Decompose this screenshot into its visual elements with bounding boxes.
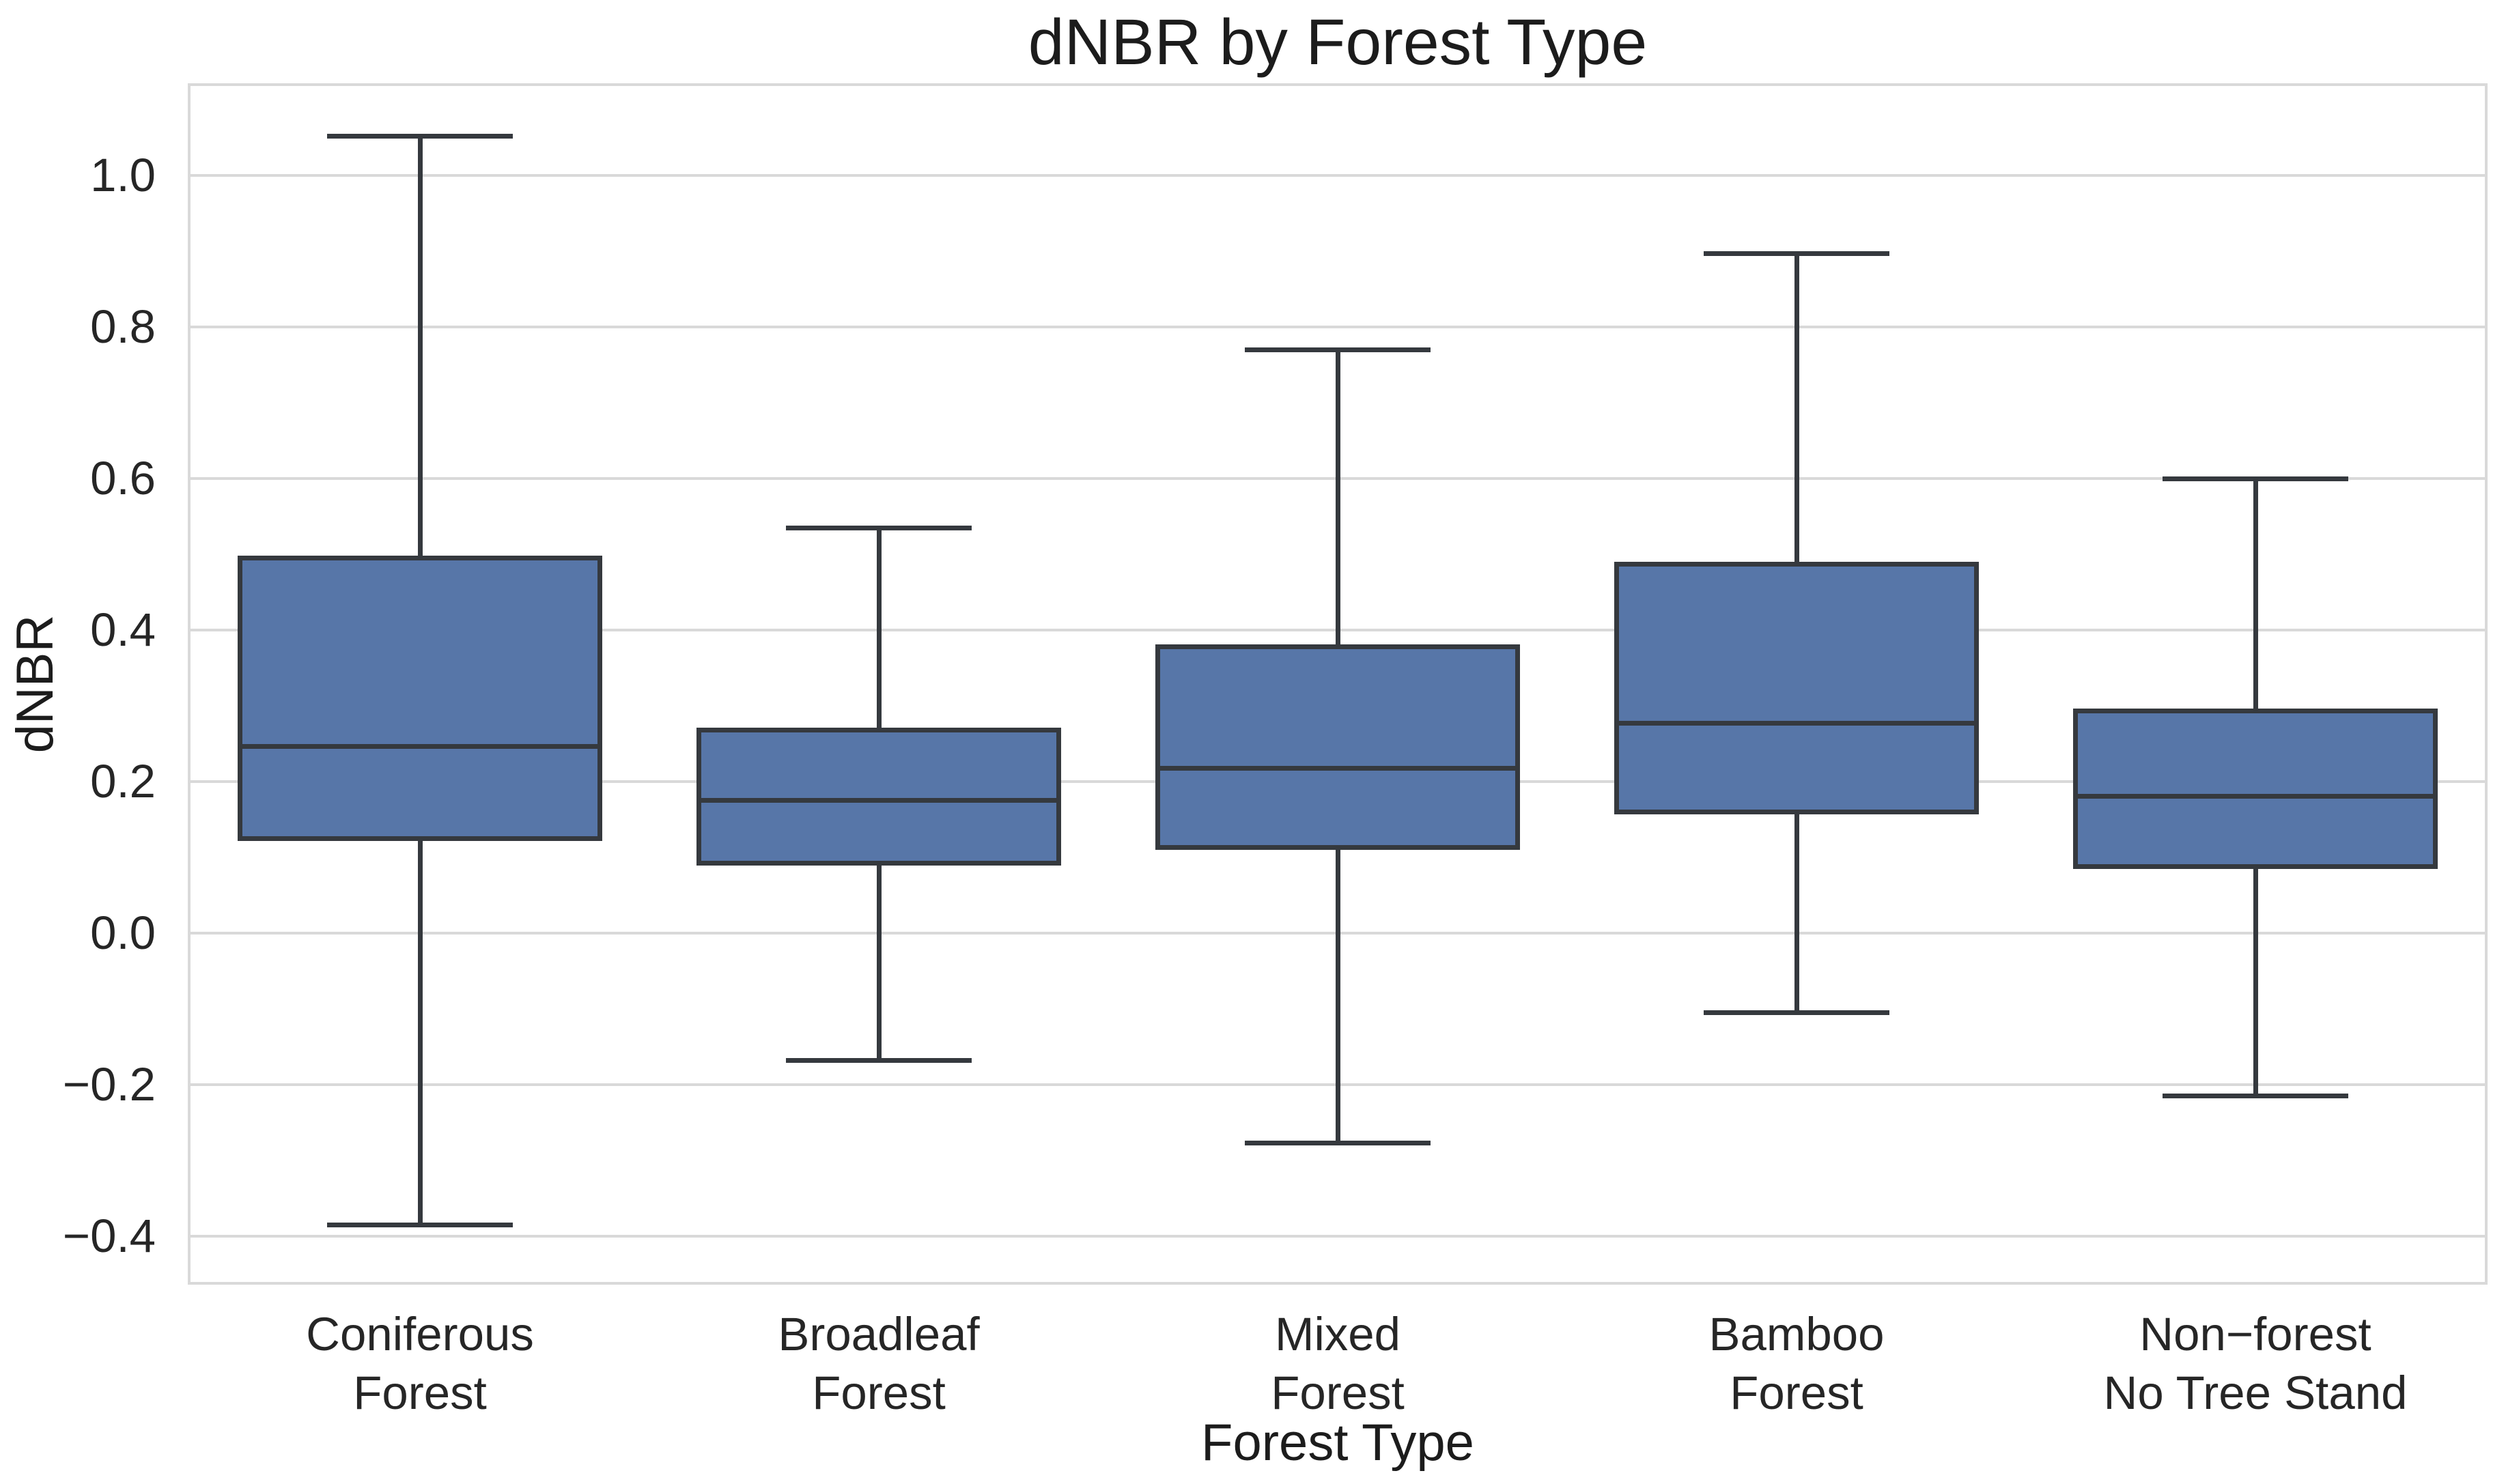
- y-tick-label: 0.2: [90, 755, 156, 808]
- y-tick-label: −0.4: [62, 1210, 156, 1263]
- y-tick-label: 0.6: [90, 452, 156, 505]
- upper-whisker-line: [876, 528, 882, 730]
- lower-whisker-line: [876, 863, 882, 1061]
- upper-whisker-line: [1335, 349, 1340, 647]
- median-line: [701, 798, 1056, 803]
- box: [1614, 562, 1979, 815]
- upper-whisker-cap: [1704, 251, 1889, 256]
- lower-whisker-line: [2253, 866, 2258, 1096]
- x-tick-label: Mixed Forest: [1271, 1308, 1405, 1419]
- lower-whisker-cap: [2163, 1094, 2348, 1099]
- box: [696, 728, 1061, 866]
- upper-whisker-cap: [327, 133, 513, 139]
- x-tick-label: Bamboo Forest: [1708, 1308, 1885, 1419]
- y-tick-label: 0.8: [90, 300, 156, 354]
- median-line: [1160, 765, 1515, 771]
- lower-whisker-cap: [1704, 1010, 1889, 1016]
- box: [238, 556, 602, 841]
- x-tick-label: Non−forest No Tree Stand: [2103, 1308, 2408, 1419]
- y-tick-label: 0.4: [90, 603, 156, 657]
- upper-whisker-cap: [1245, 347, 1431, 352]
- lower-whisker-line: [1335, 847, 1340, 1143]
- upper-whisker-cap: [786, 525, 972, 530]
- upper-whisker-line: [1794, 253, 1799, 565]
- gridline: [191, 174, 2485, 177]
- y-tick-label: 0.0: [90, 907, 156, 960]
- lower-whisker-line: [1794, 812, 1799, 1013]
- upper-whisker-line: [417, 136, 423, 558]
- lower-whisker-cap: [327, 1223, 513, 1228]
- median-line: [242, 743, 597, 749]
- lower-whisker-line: [417, 838, 423, 1225]
- box: [2073, 709, 2438, 870]
- median-line: [1619, 721, 1974, 726]
- lower-whisker-cap: [1245, 1141, 1431, 1146]
- y-tick-label: −0.2: [62, 1058, 156, 1111]
- chart-title: dNBR by Forest Type: [1028, 6, 1648, 79]
- x-axis-label: Forest Type: [1201, 1414, 1474, 1472]
- upper-whisker-line: [2253, 479, 2258, 711]
- gridline: [191, 1235, 2485, 1238]
- x-tick-label: Broadleaf Forest: [778, 1308, 980, 1419]
- y-tick-label: 1.0: [90, 149, 156, 201]
- x-tick-label: Coniferous Forest: [306, 1308, 534, 1419]
- plot-area: [188, 83, 2488, 1285]
- gridline: [191, 326, 2485, 329]
- median-line: [2078, 793, 2433, 799]
- upper-whisker-cap: [2163, 476, 2348, 481]
- box: [1155, 644, 1520, 851]
- lower-whisker-cap: [786, 1058, 972, 1064]
